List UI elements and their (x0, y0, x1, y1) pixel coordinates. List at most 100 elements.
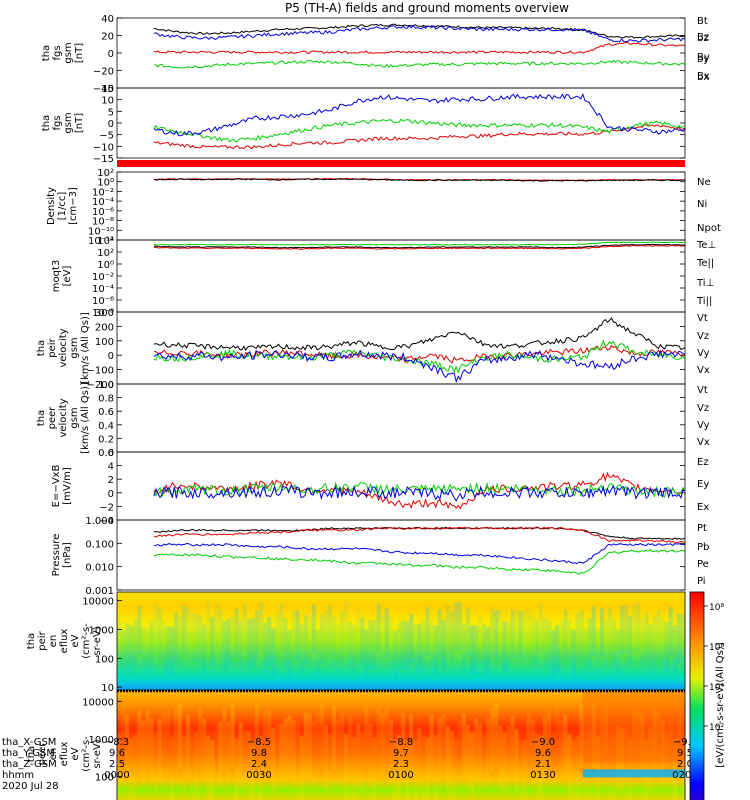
spectrogram-texture (465, 724, 470, 789)
spectrogram-texture (538, 603, 543, 653)
spectrogram-texture (575, 612, 580, 662)
spectrogram-texture (250, 618, 255, 668)
y-axis-label: [km/s (All Qs)] (80, 312, 91, 384)
x-tick-label: 9.5 (677, 748, 693, 759)
spectrogram-texture (267, 617, 272, 667)
spectrogram-texture (250, 740, 255, 800)
spectrogram-texture (433, 625, 438, 675)
y-tick-label: 10⁻⁸ (92, 308, 114, 319)
spectrogram-texture (283, 718, 288, 783)
spectrogram-texture (498, 608, 503, 658)
x-row-label: hhmm (2, 770, 34, 781)
spectrogram-texture (348, 716, 353, 781)
spectrogram-texture (287, 630, 292, 680)
spectrogram-texture (380, 614, 385, 664)
y-tick-label: 10⁻⁶ (92, 296, 114, 307)
spectrogram-texture (396, 735, 401, 800)
spectrogram-texture (405, 740, 410, 800)
spectrogram-texture (181, 736, 186, 800)
legend-entry: Vz (697, 331, 709, 342)
spectrogram-texture (210, 740, 215, 800)
spectrogram-texture (474, 718, 479, 783)
legend-entry: Pb (697, 542, 709, 553)
spectrogram-texture (425, 606, 430, 656)
spectrogram-texture (190, 728, 195, 793)
x-tick-label: −9.0 (531, 737, 555, 748)
y-tick-label: 0 (108, 351, 114, 362)
y-axis-label: gsm (69, 407, 80, 428)
spectrogram-texture (177, 705, 182, 770)
spectrogram-texture (254, 610, 259, 660)
legend-entry: Ti|| (696, 296, 712, 307)
spectrogram-texture (490, 607, 495, 657)
spectrogram-texture (307, 616, 312, 666)
x-tick-label: 0100 (388, 770, 413, 781)
series-line-Pe (153, 548, 686, 576)
y-axis-label: peir (37, 630, 48, 650)
spectrogram-texture (323, 725, 328, 790)
legend-entry: Pt (697, 523, 707, 534)
colorbar-label: [eV/(cm²-s-sr-eV)(All Qs)] (715, 642, 726, 767)
spectrogram-texture (579, 704, 584, 769)
panel-5: 300 200 100 0 −100 −200 tha peir velocity gsm [km/… (36, 308, 710, 391)
spectrogram-texture (644, 611, 649, 661)
y-tick-label: −4 (99, 516, 114, 527)
y-tick-label: 10⁻⁶ (92, 207, 114, 218)
y-tick-label: 0.0 (98, 448, 114, 459)
spectrogram-texture (303, 712, 308, 777)
legend-entry: Vt (697, 313, 708, 324)
y-tick-label: 0 (108, 489, 114, 500)
spectrogram-texture (461, 623, 466, 673)
y-tick-label: 10⁻² (92, 187, 114, 198)
legend-entry: Te|| (696, 258, 714, 269)
x-tick-label: 2.4 (251, 759, 267, 770)
y-axis-label: moqt3 (51, 260, 62, 293)
y-tick-label: 10² (97, 248, 114, 259)
spectrogram-texture (279, 723, 284, 788)
series-line-Bz (153, 124, 686, 150)
spectrogram-texture (165, 626, 170, 676)
y-tick-label: 10² (97, 168, 114, 179)
spectrogram-texture (453, 602, 458, 652)
y-axis-label: [nT] (74, 43, 85, 63)
spectrogram-texture (173, 612, 178, 662)
spectrogram-texture (307, 713, 312, 778)
spectrogram-texture (206, 601, 211, 651)
legend-entry: by (697, 54, 709, 65)
y-axis-label: Density (46, 187, 57, 225)
spectrogram-texture (583, 629, 588, 679)
x-tick-label: 0200 (672, 770, 697, 781)
y-tick-label: 10⁻⁴ (92, 284, 114, 295)
spectrogram-texture (238, 620, 243, 670)
spectrogram-texture (449, 730, 454, 795)
y-tick-label: 100 (95, 773, 114, 784)
spectrogram-texture (271, 727, 276, 792)
y-tick-label: 10⁻⁸ (92, 217, 114, 228)
spectrogram-texture (242, 730, 247, 795)
spectrogram-texture (502, 731, 507, 796)
spectrogram-texture (551, 629, 556, 679)
spectrogram-texture (632, 604, 637, 654)
spectrogram-texture (372, 737, 377, 800)
spectrogram-texture (344, 733, 349, 798)
y-axis-label: Pressure (51, 534, 62, 577)
legend-entry: Ne (697, 177, 711, 188)
y-tick-label: −200 (87, 380, 114, 391)
x-row-label: tha_Y-GSM (2, 748, 55, 759)
spectrogram-texture (259, 735, 264, 800)
spectrogram-texture (198, 615, 203, 665)
spectrogram-texture (194, 613, 199, 663)
spectrogram-texture (344, 601, 349, 651)
spectrogram-texture (413, 740, 418, 800)
y-tick-label: 6 (108, 448, 114, 459)
series-line-Vy (153, 339, 686, 374)
spectrogram-texture (117, 733, 122, 798)
legend-entry: Ni (697, 199, 707, 210)
spectrogram-texture (356, 609, 361, 659)
x-tick-label: −8.5 (247, 737, 271, 748)
spectrogram-texture (336, 623, 341, 673)
y-tick-label: 10⁻¹² (88, 236, 114, 247)
spectrogram-texture (510, 609, 515, 659)
y-tick-label: 10⁴ (97, 236, 114, 247)
legend-entry: Ey (697, 479, 709, 490)
